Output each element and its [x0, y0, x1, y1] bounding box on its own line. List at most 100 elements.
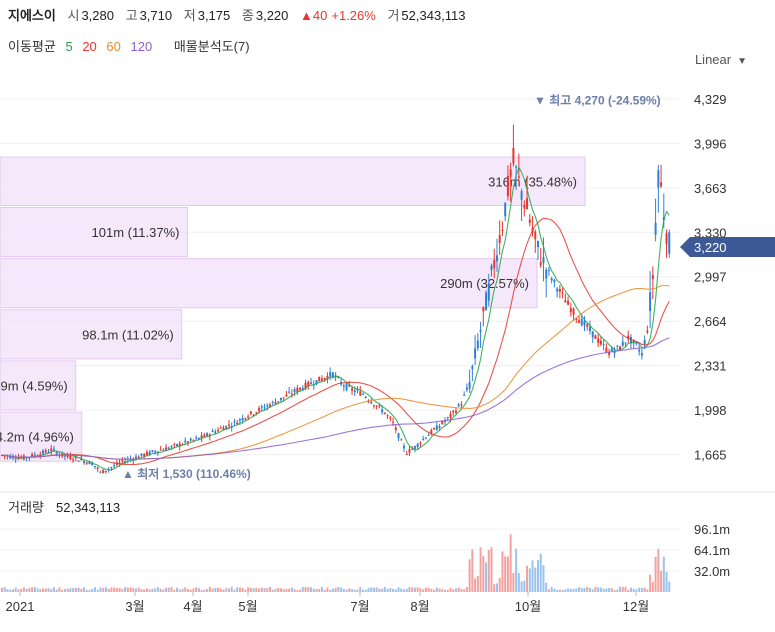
candle-body	[665, 233, 668, 244]
candle-body	[542, 257, 545, 264]
candle-body	[528, 219, 531, 223]
candle-body	[586, 324, 589, 327]
candle-body	[102, 469, 105, 474]
volume-bar	[104, 587, 107, 592]
ma120-line	[1, 337, 670, 460]
volume-bar	[613, 589, 616, 592]
volume-bar	[465, 586, 468, 592]
volume-bar	[619, 586, 622, 592]
chevron-down-icon: ▼	[737, 56, 747, 67]
volume-bar	[288, 588, 291, 592]
candle-body	[449, 414, 452, 418]
candle-body	[383, 412, 386, 414]
volume-bar	[578, 587, 581, 592]
candle-body	[517, 176, 520, 178]
moving-average-label[interactable]: 이동평균	[8, 39, 56, 54]
ma5-line	[1, 166, 670, 471]
ma60-label: 60	[106, 39, 121, 54]
candle-body	[427, 434, 430, 436]
time-tick-label: 12월	[623, 599, 649, 614]
volume-bar	[195, 587, 198, 592]
candle-body	[348, 385, 351, 387]
quote-row: 지에스이 시 3,280 고 3,710 저 3,175 종 3,220 ▲40 +1.2…	[8, 5, 474, 24]
candle-body	[454, 410, 457, 413]
volume-bar	[493, 584, 496, 592]
volume-profile-bar	[0, 411, 83, 462]
candle-body	[435, 425, 438, 431]
volume-bar	[539, 553, 542, 592]
candle-body	[558, 289, 561, 292]
candle-body	[479, 329, 482, 332]
volume-bar	[424, 587, 427, 592]
volume-bar	[33, 586, 36, 592]
candle-body	[495, 255, 498, 262]
volume-bar	[77, 587, 80, 592]
volume-bar	[506, 556, 509, 592]
volume-bar	[638, 587, 641, 592]
volume-bar	[403, 589, 405, 592]
time-tick-label: 5월	[238, 599, 257, 614]
candle-body	[33, 454, 36, 456]
candle-body	[233, 421, 236, 423]
price-annotations: ▼ 최고 4,270 (-24.59%) ▲ 최저 1,530 (110.46%)	[122, 93, 661, 481]
candle-body	[372, 405, 375, 407]
volume-bar	[326, 587, 329, 592]
volume-bar	[605, 588, 608, 592]
volume-bar	[640, 587, 643, 592]
candle-body	[44, 450, 47, 453]
volume-bar	[296, 589, 299, 592]
volume-bar	[96, 589, 99, 592]
candle-body	[668, 232, 671, 254]
volume-bar	[282, 589, 285, 592]
volume-bar	[621, 586, 624, 592]
candle-body	[83, 460, 86, 463]
volume-value: 52,343,113	[401, 8, 466, 23]
candle-body	[583, 320, 586, 326]
volume-bar	[635, 589, 638, 592]
volume-bar	[118, 587, 121, 592]
candle-body	[271, 401, 274, 403]
candle-body	[77, 460, 80, 462]
volume-bar	[208, 586, 211, 592]
candle-body	[356, 389, 359, 391]
candle-body	[575, 318, 578, 320]
volume-bar	[25, 588, 28, 592]
candle-body	[487, 282, 490, 301]
candle-body	[599, 340, 602, 345]
ma5-label: 5	[65, 39, 73, 54]
volume-bar	[22, 587, 25, 592]
candle-body	[296, 388, 299, 392]
volume-bar	[359, 587, 362, 592]
candle-body	[430, 429, 433, 434]
candle-body	[465, 387, 468, 390]
volume-bar	[512, 573, 515, 592]
volume-bar	[370, 587, 373, 592]
volume-bar	[230, 586, 233, 592]
volume-profile-label[interactable]: 매물분석도(7)	[173, 39, 250, 54]
volume-bar	[58, 587, 61, 592]
volume-bar	[129, 587, 132, 592]
candle-body	[320, 378, 323, 381]
candle-body	[304, 382, 307, 389]
volume-bar	[334, 587, 337, 592]
volume-bar	[47, 588, 50, 592]
volume-profile-bar	[0, 309, 183, 360]
volume-bar	[312, 588, 315, 592]
candle-body	[140, 453, 143, 456]
candle-body	[189, 438, 192, 441]
candle-body	[241, 417, 244, 421]
scale-type-button[interactable]: Linear ▼	[695, 52, 747, 67]
price-axis: 1,665 1,998 2,331 2,664 2,997 3,330 3,663 3,996…	[680, 92, 775, 463]
volume-bar	[241, 587, 244, 592]
candle-body	[375, 405, 378, 407]
price-tick-label: 2,664	[694, 314, 727, 329]
volume-bar	[44, 588, 47, 592]
volume-bar	[515, 548, 518, 592]
candle-body	[85, 462, 88, 464]
candle-body	[274, 402, 277, 405]
volume-bar	[372, 587, 375, 592]
volume-bar	[583, 588, 586, 592]
volume-bar	[498, 577, 501, 592]
volume-bar	[452, 589, 455, 592]
